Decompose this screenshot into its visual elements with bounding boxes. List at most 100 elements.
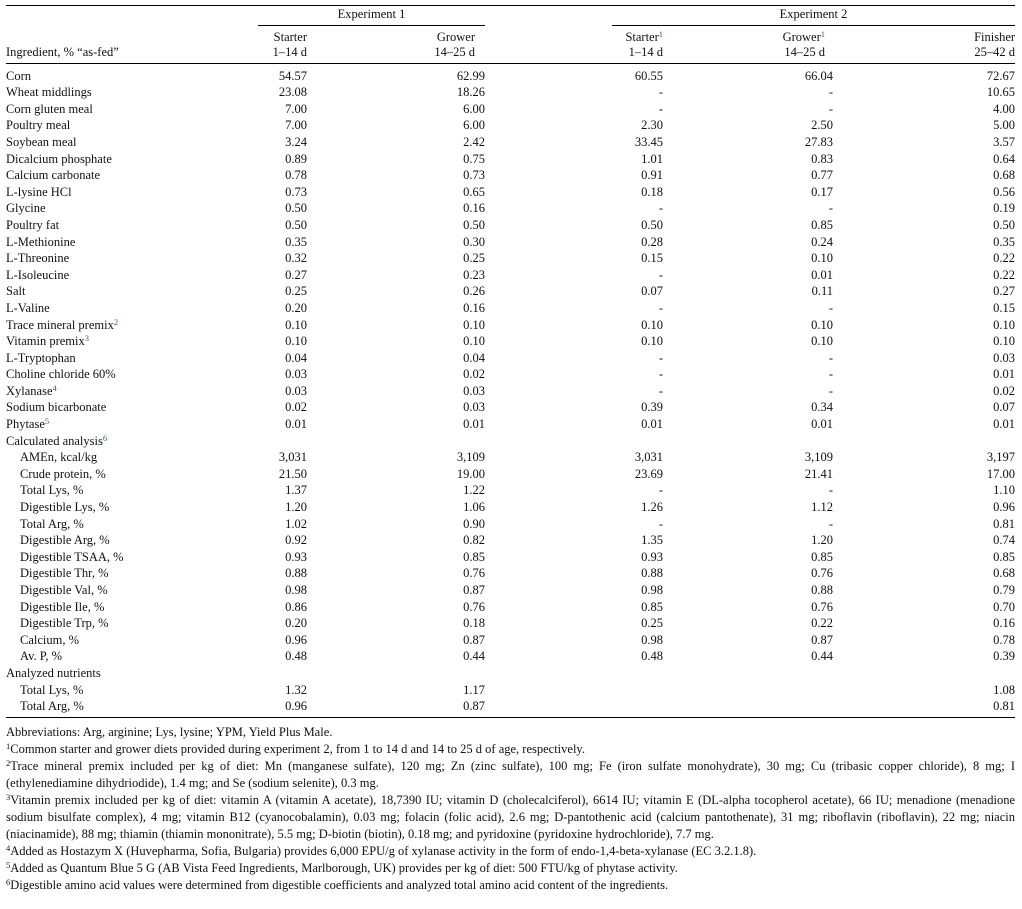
value-cell: 3.57	[993, 134, 1016, 149]
label-text: Calculated analysis	[6, 433, 103, 448]
value-cell: 0.92	[285, 533, 307, 548]
data-row: Digestible TSAA, % 0.93 0.85 0.93 0.85 0.85	[6, 549, 1015, 566]
value-cell: -	[658, 516, 664, 531]
value-cell: 1.01	[641, 151, 664, 166]
label-text: L-Methionine	[6, 234, 76, 249]
row-label: Poultry fat	[6, 217, 240, 234]
value-cell: 3,197	[986, 450, 1016, 465]
value-cell	[485, 698, 664, 718]
data-row: Crude protein, % 21.50 19.00 23.69 21.41 17.0…	[6, 466, 1015, 483]
data-row: Total Arg, % 1.02 0.90 - - 0.81	[6, 516, 1015, 533]
value-cell: 18.26	[456, 85, 486, 100]
value-cell: 0.22	[811, 616, 834, 631]
value-cell: 0.88	[285, 566, 307, 581]
value-cell: 0.10	[811, 251, 834, 266]
value-cell	[307, 665, 485, 682]
value-cell: 0.10	[641, 317, 664, 332]
value-cell: 0.35	[993, 234, 1016, 249]
footnote: 3Vitamin premix included per kg of diet:…	[6, 792, 1015, 843]
label-text: L-Valine	[6, 300, 50, 315]
value-cell: 0.85	[641, 599, 664, 614]
value-cell: 0.76	[811, 599, 834, 614]
value-cell	[663, 433, 833, 450]
value-cell: 0.64	[993, 151, 1016, 166]
value-cell: 0.48	[285, 649, 307, 664]
value-cell	[833, 433, 1015, 450]
label-text: Poultry meal	[6, 118, 71, 133]
footnote: 2Trace mineral premix included per kg of…	[6, 758, 1015, 792]
group-header: Experiment 2	[485, 4, 1016, 26]
data-row: Poultry meal 7.00 6.00 2.30 2.50 5.00	[6, 117, 1015, 134]
label-text: Calcium carbonate	[6, 168, 101, 183]
value-cell: 0.01	[641, 417, 664, 432]
value-cell: 0.25	[463, 251, 486, 266]
label-text: Corn	[6, 68, 31, 83]
value-cell: 0.04	[285, 350, 307, 365]
value-cell: 2.50	[811, 118, 834, 133]
value-cell: 0.01	[285, 417, 307, 432]
row-label: L-lysine HCl	[6, 184, 240, 201]
column-name: Grower	[782, 29, 821, 44]
value-cell: 0.89	[285, 151, 307, 166]
value-cell: -	[658, 367, 664, 382]
label-text: Digestible Thr, %	[20, 566, 109, 581]
row-label: Choline chloride 60%	[6, 366, 240, 383]
value-cell: 0.93	[285, 549, 307, 564]
value-cell: 0.98	[641, 632, 664, 647]
value-cell: 1.22	[463, 483, 486, 498]
value-cell: 0.96	[285, 632, 307, 647]
label-text: Phytase	[6, 417, 45, 432]
footnote-ref: 5	[44, 416, 50, 427]
value-cell: 0.10	[811, 317, 834, 332]
value-cell: 0.87	[307, 698, 486, 718]
footnote: Abbreviations: Arg, arginine; Lys, lysin…	[6, 724, 1015, 741]
column-header: Grower 14–25 d	[307, 25, 486, 64]
row-label: Glycine	[6, 200, 240, 217]
footnote-text: Abbreviations: Arg, arginine; Lys, lysin…	[6, 724, 333, 739]
value-cell: 0.20	[285, 300, 307, 315]
value-cell: 0.10	[463, 317, 486, 332]
column-period: 1–14 d	[272, 44, 307, 59]
value-cell: 2.42	[463, 134, 486, 149]
row-label: Sodium bicarbonate	[6, 399, 240, 416]
row-label: Total Lys, %	[6, 682, 240, 699]
value-cell: -	[828, 367, 834, 382]
label-text: AMEn, kcal/kg	[20, 450, 98, 465]
value-cell: 0.91	[641, 168, 664, 183]
footnote-ref: 3	[84, 333, 89, 344]
footnote-ref: 1	[820, 28, 826, 39]
label-text: Salt	[6, 284, 26, 299]
value-cell: 0.02	[285, 400, 307, 415]
value-cell: 1.20	[811, 533, 834, 548]
value-cell: 6.00	[463, 101, 486, 116]
value-cell: 66.04	[804, 68, 834, 83]
value-cell: 0.25	[641, 616, 664, 631]
value-cell: 0.68	[993, 168, 1016, 183]
value-cell: 0.85	[811, 549, 834, 564]
data-row: Corn gluten meal 7.00 6.00 - - 4.00	[6, 101, 1015, 118]
data-row: Trace mineral premix2 0.10 0.10 0.10 0.10 0.1…	[6, 317, 1015, 334]
section-row: Calculated analysis6	[6, 433, 1015, 450]
value-cell	[240, 665, 307, 682]
row-label: Calcium, %	[6, 632, 240, 649]
value-cell: 0.96	[240, 698, 307, 718]
empty-cell	[6, 4, 240, 26]
value-cell: 0.24	[811, 234, 834, 249]
data-row: Digestible Trp, % 0.20 0.18 0.25 0.22 0.16	[6, 615, 1015, 632]
data-row: Digestible Val, % 0.98 0.87 0.98 0.88 0.79	[6, 582, 1015, 599]
footnote-ref: 2	[113, 316, 119, 327]
value-cell: 3.24	[285, 134, 307, 149]
row-label: Total Arg, %	[6, 516, 240, 533]
value-cell: 0.10	[463, 334, 486, 349]
row-label: Digestible TSAA, %	[6, 549, 240, 566]
group-header: Experiment 1	[240, 4, 486, 26]
label-text: Sodium bicarbonate	[6, 400, 107, 415]
label-text: Digestible Lys, %	[20, 500, 110, 515]
value-cell: 0.07	[993, 400, 1016, 415]
value-cell: 0.74	[993, 533, 1016, 548]
label-text: Calcium, %	[20, 632, 80, 647]
label-text: Digestible Val, %	[20, 583, 108, 597]
label-text: Poultry fat	[6, 217, 60, 232]
value-cell: 23.69	[634, 466, 664, 481]
label-text: Wheat middlings	[6, 85, 92, 100]
